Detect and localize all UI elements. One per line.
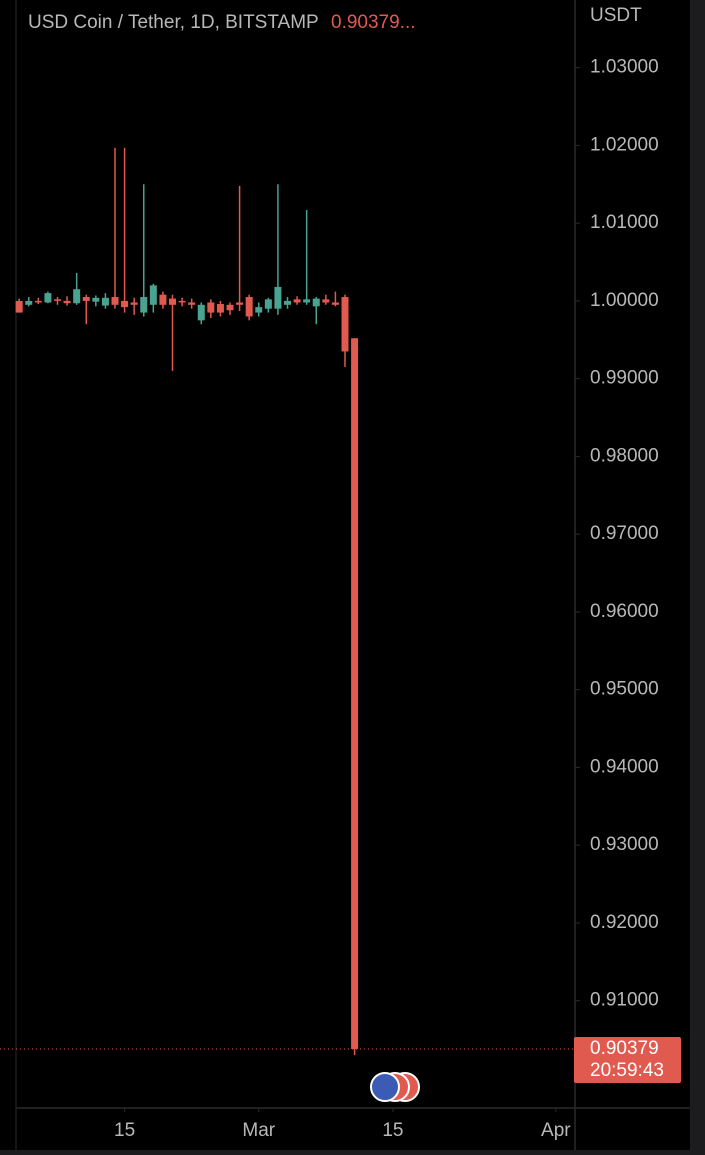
candle-body <box>188 302 196 305</box>
candle-body <box>44 293 52 303</box>
y-tick-label: 0.95000 <box>590 679 659 700</box>
candle-body <box>140 297 148 313</box>
candle-body <box>255 307 263 313</box>
candle-body <box>121 300 129 308</box>
y-tick-label: 0.92000 <box>590 912 659 933</box>
y-tick-label: 1.02000 <box>590 134 659 155</box>
candle-body <box>25 300 33 305</box>
candle-body <box>293 299 301 303</box>
candle-body <box>15 300 23 313</box>
y-tick-label: 0.99000 <box>590 368 659 389</box>
event-icons <box>370 1072 420 1102</box>
candle-body <box>149 285 157 305</box>
y-tick-label: 0.91000 <box>590 990 659 1011</box>
candle-body <box>312 298 320 307</box>
candle-body <box>236 302 244 305</box>
title-price: 0.90379... <box>331 12 416 33</box>
candle-body <box>73 289 81 304</box>
y-tick-label: 0.97000 <box>590 523 659 544</box>
y-tick-label: 0.96000 <box>590 601 659 622</box>
countdown: 20:59:43 <box>590 1060 664 1081</box>
candle-body <box>178 300 186 303</box>
x-tick-label: 15 <box>114 1120 135 1141</box>
bottom-margin <box>0 1150 705 1155</box>
y-tick-label: 1.01000 <box>590 212 659 233</box>
y-tick-label: 0.93000 <box>590 834 659 855</box>
candle-body <box>284 300 291 305</box>
candle-body <box>226 304 234 311</box>
y-tick-label: 0.94000 <box>590 756 659 777</box>
candle-body <box>92 297 100 302</box>
candle-body <box>207 302 215 313</box>
side-margin <box>690 0 705 1155</box>
price-label-box <box>574 1036 681 1083</box>
candle-body <box>322 299 330 303</box>
candle-body <box>54 299 61 301</box>
candle-body <box>34 300 42 303</box>
candle-body <box>101 297 109 306</box>
y-tick-label: 0.98000 <box>590 445 659 466</box>
candle-body <box>303 299 311 303</box>
candle-body <box>216 304 224 313</box>
price-label: 0.90379 <box>590 1038 659 1059</box>
candle-body <box>63 300 71 304</box>
candle-body <box>274 286 282 309</box>
x-tick-label: Apr <box>541 1120 571 1141</box>
candle-body <box>82 297 90 301</box>
x-tick-label: Mar <box>242 1120 275 1141</box>
candle-body <box>159 294 167 305</box>
x-tick-label: 15 <box>382 1120 403 1141</box>
candle-body <box>331 302 339 305</box>
candle-body <box>341 297 349 352</box>
y-tick-label: 1.03000 <box>590 57 659 78</box>
candle-body <box>197 304 205 321</box>
candles <box>15 147 359 1056</box>
candle-body <box>169 298 176 305</box>
candle-body <box>264 299 272 309</box>
candle-body <box>351 338 359 1049</box>
chart-title: USD Coin / Tether, 1D, BITSTAMP <box>28 12 319 33</box>
candle-body <box>130 302 138 305</box>
y-unit: USDT <box>590 5 642 26</box>
candle-body <box>111 297 119 305</box>
candle-body <box>245 297 253 317</box>
event-icon <box>370 1072 400 1102</box>
y-tick-label: 1.00000 <box>590 290 659 311</box>
